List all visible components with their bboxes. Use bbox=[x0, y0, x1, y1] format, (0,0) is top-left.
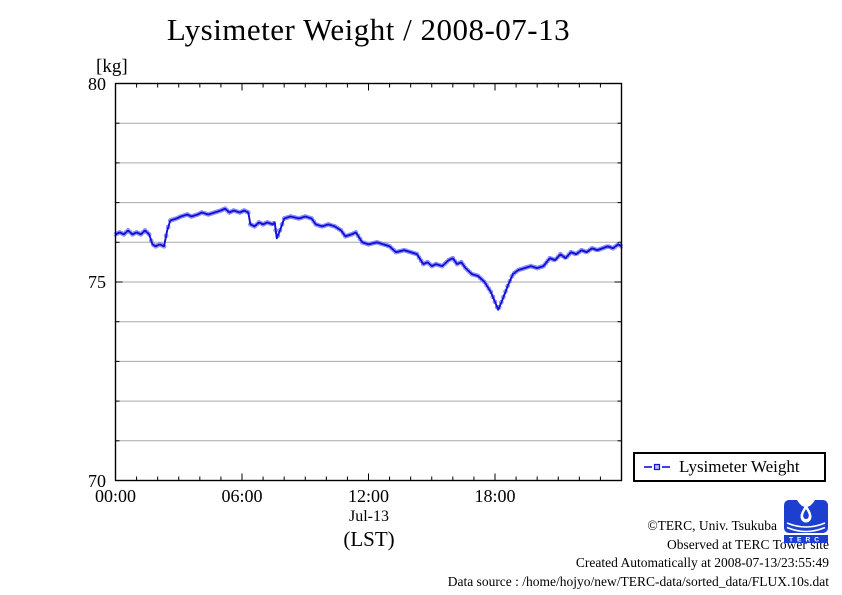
x-tick-label: 06:00 bbox=[221, 486, 263, 506]
legend-marker-icon bbox=[644, 463, 670, 471]
logo-name-bar bbox=[784, 535, 828, 543]
chart-title: Lysimeter Weight / 2008-07-13 bbox=[166, 12, 571, 47]
y-axis-unit-label: [kg] bbox=[96, 56, 128, 77]
footer-copyright: ©TERC, Univ. Tsukuba bbox=[647, 518, 777, 533]
legend: Lysimeter Weight bbox=[633, 452, 826, 482]
logo-droplet-icon bbox=[803, 509, 809, 519]
x-tick-label: 18:00 bbox=[474, 486, 516, 506]
logo-wave-line bbox=[786, 526, 826, 533]
x-axis-date-label: Jul-13 bbox=[349, 508, 389, 525]
series-markers bbox=[114, 206, 623, 310]
legend-label: Lysimeter Weight bbox=[679, 457, 800, 476]
terc-logo: TERC bbox=[784, 500, 828, 543]
y-tick-label: 70 bbox=[88, 470, 106, 491]
x-tick-label: 00:00 bbox=[94, 486, 137, 506]
x-tick-label: 12:00 bbox=[347, 486, 390, 506]
series-line bbox=[115, 207, 623, 311]
footer-annotations: ©TERC, Univ. Tsukuba Observed at TERC To… bbox=[448, 517, 829, 591]
footer-data-source: Data source : /home/hojyo/new/TERC-data/… bbox=[447, 573, 829, 589]
footer-created-at: Created Automatically at 2008-07-13/23:5… bbox=[575, 555, 829, 571]
h-gridlines bbox=[116, 122, 622, 442]
logo-wave-line bbox=[786, 522, 826, 528]
footer-observed-at: Observed at TERC Tower site bbox=[666, 536, 829, 552]
plot-border bbox=[114, 82, 623, 482]
y-tick-label: 75 bbox=[88, 272, 106, 292]
plot-area bbox=[114, 82, 623, 482]
x-axis-timezone-label: (LST) bbox=[343, 527, 395, 551]
logo-name-text: TERC bbox=[789, 536, 823, 543]
